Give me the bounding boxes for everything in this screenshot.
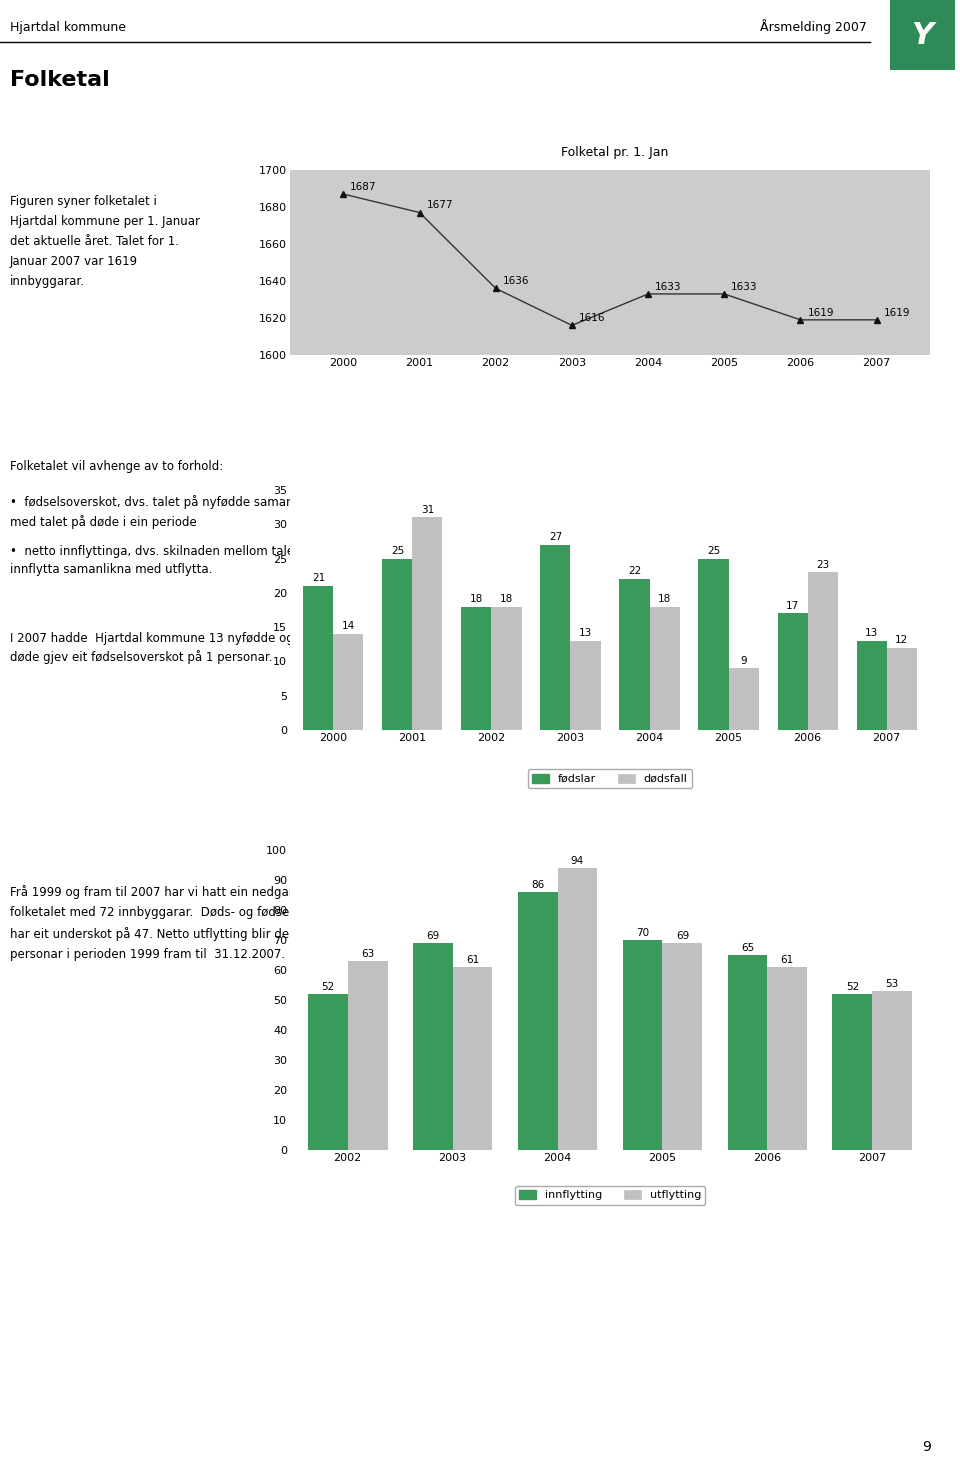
Text: 63: 63 [361, 949, 374, 959]
Text: Folketal pr. 1. Jan: Folketal pr. 1. Jan [562, 145, 669, 159]
FancyBboxPatch shape [890, 0, 955, 71]
Bar [767, 967, 807, 1150]
Text: 69: 69 [426, 930, 440, 940]
Legend: innflytting, utflytting: innflytting, utflytting [515, 1185, 706, 1205]
Bar [413, 517, 443, 730]
Bar [462, 607, 492, 730]
Text: 61: 61 [466, 955, 479, 965]
Bar [728, 955, 767, 1150]
Text: Hjartdal kommune: Hjartdal kommune [10, 21, 126, 34]
Text: 18: 18 [500, 593, 513, 604]
Text: Frå 1999 og fram til 2007 har vi hatt ein nedgang i
folketalet med 72 innbyggara: Frå 1999 og fram til 2007 har vi hatt ei… [10, 884, 330, 961]
Text: Folketal: Folketal [10, 71, 109, 90]
Text: 22: 22 [628, 567, 641, 576]
Text: 9: 9 [923, 1440, 931, 1454]
Text: 52: 52 [846, 981, 859, 992]
Text: 70: 70 [636, 927, 649, 937]
Bar [873, 992, 912, 1150]
Text: Årsmelding 2007: Årsmelding 2007 [760, 19, 867, 34]
Text: I 2007 hadde  Hjartdal kommune 13 nyfødde og 12
døde gjev eit fødselsoverskot på: I 2007 hadde Hjartdal kommune 13 nyfødde… [10, 632, 313, 664]
Legend: fødslar, dødsfall: fødslar, dødsfall [528, 770, 692, 789]
Bar [348, 961, 388, 1150]
Bar [619, 579, 650, 730]
Text: 23: 23 [816, 560, 829, 570]
Text: 69: 69 [676, 930, 689, 940]
Text: Y: Y [911, 21, 933, 50]
Text: 25: 25 [391, 546, 404, 555]
Bar [856, 640, 886, 730]
Text: 1677: 1677 [426, 200, 453, 210]
Text: 31: 31 [420, 505, 434, 514]
Text: 14: 14 [342, 621, 355, 632]
Bar [452, 967, 492, 1150]
Text: 52: 52 [322, 981, 334, 992]
Text: 18: 18 [469, 593, 483, 604]
Text: 1687: 1687 [350, 182, 376, 192]
Bar [832, 995, 873, 1150]
Bar [558, 868, 597, 1150]
Bar [382, 558, 413, 730]
Text: 25: 25 [707, 546, 720, 555]
Text: 27: 27 [549, 532, 563, 542]
Bar [650, 607, 680, 730]
Text: 94: 94 [571, 855, 584, 865]
Bar [517, 892, 558, 1150]
Text: 9: 9 [740, 655, 747, 665]
Bar [333, 635, 364, 730]
Bar [570, 640, 601, 730]
Text: Figuren syner folketalet i
Hjartdal kommune per 1. Januar
det aktuelle året. Tal: Figuren syner folketalet i Hjartdal komm… [10, 195, 200, 288]
Text: 61: 61 [780, 955, 794, 965]
Text: 86: 86 [531, 880, 544, 890]
Bar [886, 648, 917, 730]
Bar [303, 586, 333, 730]
Text: 21: 21 [312, 573, 325, 583]
Text: 13: 13 [579, 629, 592, 638]
Bar [699, 558, 729, 730]
Text: 1636: 1636 [503, 276, 529, 286]
Text: 1619: 1619 [807, 307, 834, 317]
Bar [540, 545, 570, 730]
Text: 1616: 1616 [579, 313, 606, 323]
Bar [492, 607, 521, 730]
Bar [413, 943, 452, 1150]
Text: Folketalet vil avhenge av to forhold:: Folketalet vil avhenge av to forhold: [10, 460, 224, 473]
Text: 53: 53 [886, 978, 899, 989]
Text: 17: 17 [786, 601, 799, 611]
Text: •  fødselsoverskot, dvs. talet på nyfødde samanlikna
med talet på døde i ein per: • fødselsoverskot, dvs. talet på nyfødde… [10, 495, 322, 529]
Bar [729, 668, 758, 730]
Text: 13: 13 [865, 629, 878, 638]
Text: 65: 65 [741, 943, 754, 952]
Bar [807, 573, 837, 730]
Bar [662, 943, 703, 1150]
Text: 1619: 1619 [883, 307, 910, 317]
Bar [308, 995, 348, 1150]
Text: •  netto innflyttinga, dvs. skilnaden mellom talet på
innflytta samanlikna med u: • netto innflyttinga, dvs. skilnaden mel… [10, 544, 318, 576]
Text: 12: 12 [895, 635, 908, 645]
Bar [623, 940, 662, 1150]
Text: 1633: 1633 [732, 282, 757, 292]
Bar [778, 614, 807, 730]
Text: 1633: 1633 [655, 282, 682, 292]
Text: 18: 18 [658, 593, 671, 604]
